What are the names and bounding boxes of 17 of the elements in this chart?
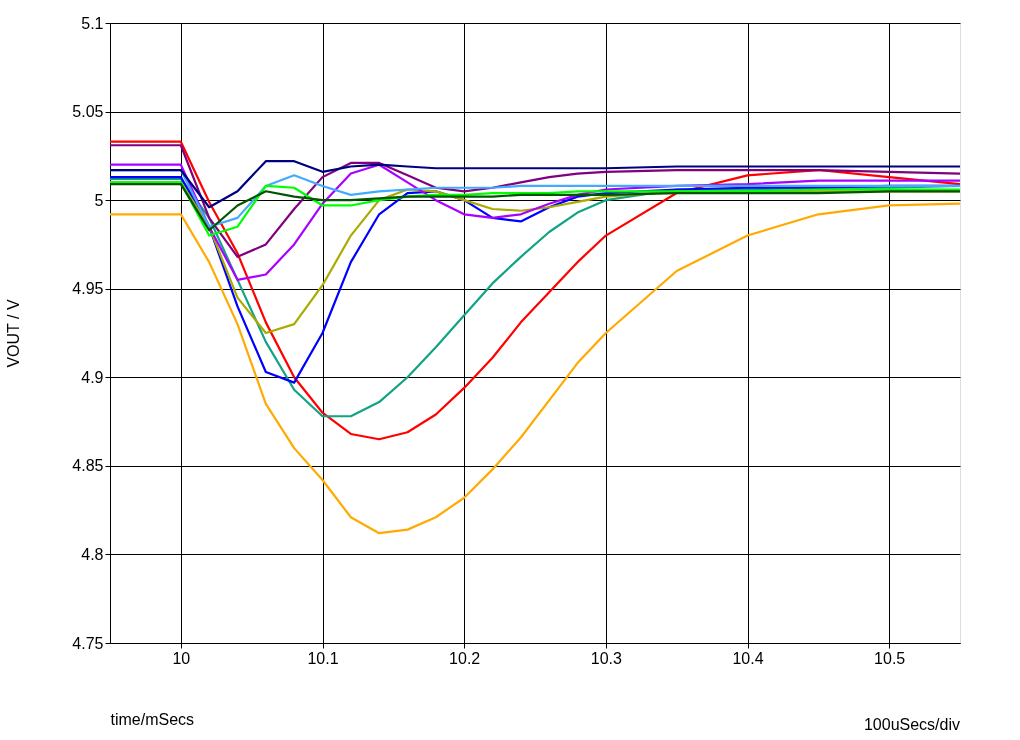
y-tick-label: 5.05 [72, 103, 104, 121]
text: 100uSecs/div [863, 716, 960, 733]
x-tick-label: 10.4 [732, 649, 764, 667]
y-tick-label: 5.1 [81, 14, 104, 32]
x-tick-label: 10.3 [590, 649, 623, 667]
y-tick-label: 4.9 [81, 368, 104, 386]
x-tick-label: 10 [172, 649, 191, 667]
y-tick-label: 4.95 [72, 280, 104, 298]
y-tick-label: 5 [94, 191, 104, 209]
y-axis-title: VOUT / V [5, 299, 23, 368]
x-tick-label: 10.5 [874, 649, 906, 667]
x-tick-label: 10.1 [307, 649, 339, 667]
x-tick-label: 10.2 [449, 649, 481, 667]
y-tick-label: 4.8 [81, 545, 104, 563]
x-axis-title: time/mSecs [110, 710, 195, 728]
y-tick-label: 4.75 [72, 634, 104, 652]
y-tick-label: 4.85 [72, 457, 104, 475]
